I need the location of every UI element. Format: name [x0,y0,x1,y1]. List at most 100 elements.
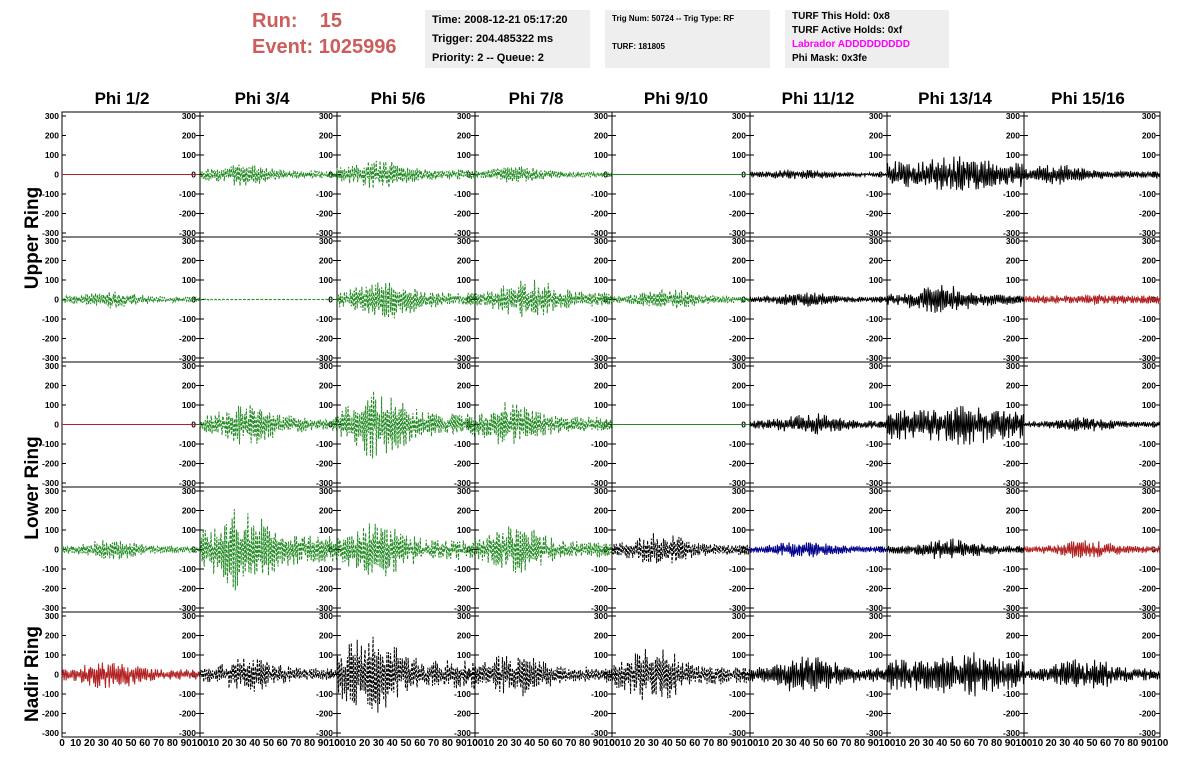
y-tick-label: -200 [316,334,333,344]
y-tick-label: 100 [457,275,471,285]
x-tick-label: 90 [456,738,468,749]
y-tick-label: -300 [454,353,471,363]
y-tick-label: 300 [1142,111,1156,121]
column-header: Phi 3/4 [235,89,290,108]
y-tick-label: 100 [732,150,746,160]
y-tick-label: 300 [457,361,471,371]
x-tick-label: 80 [167,738,179,749]
y-tick-label: -200 [1139,209,1156,219]
y-tick-label: -200 [42,584,59,594]
y-tick-label: 100 [869,525,883,535]
x-tick-label: 70 [428,738,440,749]
y-tick-label: -300 [316,228,333,238]
y-tick-label: 300 [182,111,196,121]
y-tick-label: 200 [594,256,608,266]
y-tick-label: 100 [594,275,608,285]
waveform-trace [474,526,613,573]
x-tick-label: 10 [758,738,770,749]
y-tick-label: 100 [1006,400,1020,410]
y-tick-label: -200 [729,459,746,469]
trigger-text: Trigger: 204.485322 ms [432,33,554,45]
x-tick-label: 60 [689,738,701,749]
waveform-trace [199,658,338,692]
y-tick-label: -300 [1139,353,1156,363]
y-tick-label: 300 [732,236,746,246]
y-tick-label: -200 [42,209,59,219]
y-tick-label: 100 [594,650,608,660]
y-tick-label: -100 [1139,564,1156,574]
y-tick-label: -300 [179,603,196,613]
y-tick-label: -100 [1003,314,1020,324]
y-tick-label: 300 [457,486,471,496]
y-tick-label: 0 [1151,545,1156,555]
y-tick-label: 300 [319,111,333,121]
y-tick-label: 200 [869,381,883,391]
x-tick-label: 70 [1114,738,1126,749]
y-tick-label: 100 [45,275,59,285]
y-tick-label: -200 [316,584,333,594]
y-tick-label: 300 [182,611,196,621]
y-tick-label: -200 [179,459,196,469]
y-tick-label: 100 [732,275,746,285]
y-tick-label: 300 [1142,236,1156,246]
y-tick-label: 300 [45,611,59,621]
x-tick-label: 30 [1059,738,1071,749]
y-tick-label: 300 [594,361,608,371]
y-tick-label: -200 [1139,709,1156,719]
x-tick-label: 70 [565,738,577,749]
row-label: Upper Ring [22,187,43,289]
y-tick-label: 200 [594,381,608,391]
x-tick-label: 60 [964,738,976,749]
y-tick-label: -300 [729,603,746,613]
y-tick-label: -300 [179,478,196,488]
y-tick-label: -200 [866,459,883,469]
x-tick-label: 80 [1127,738,1139,749]
y-tick-label: 200 [1006,381,1020,391]
y-tick-label: -300 [729,728,746,738]
x-tick-label: 60 [1100,738,1112,749]
y-tick-label: -300 [1139,603,1156,613]
x-tick-label: 70 [290,738,302,749]
y-tick-label: 200 [869,256,883,266]
x-tick-label: 40 [936,738,948,749]
y-tick-label: 0 [54,295,59,305]
waveform-trace [1023,293,1161,305]
y-tick-label: 100 [319,275,333,285]
x-tick-label: 10 [70,738,82,749]
y-tick-label: 200 [869,506,883,516]
x-tick-label: 40 [662,738,674,749]
y-tick-label: 0 [741,545,746,555]
y-tick-label: 300 [869,486,883,496]
x-tick-label: 40 [249,738,261,749]
y-tick-label: 200 [732,131,746,141]
waveform-trace [61,540,201,560]
y-tick-label: -200 [591,209,608,219]
waveform-trace [611,288,751,309]
y-tick-label: -300 [591,603,608,613]
y-tick-label: 200 [45,506,59,516]
y-tick-label: -200 [866,709,883,719]
y-tick-label: 300 [319,486,333,496]
waveform-trace [199,164,338,186]
x-tick-label: 90 [1141,738,1153,749]
y-tick-label: -200 [454,584,471,594]
x-tick-label: 10 [345,738,357,749]
x-tick-label: 100 [1016,738,1033,749]
x-tick-label: 20 [222,738,234,749]
y-tick-label: 200 [45,631,59,641]
y-tick-label: 300 [1142,611,1156,621]
row-label: Nadir Ring [22,626,43,722]
x-tick-label: 30 [648,738,660,749]
